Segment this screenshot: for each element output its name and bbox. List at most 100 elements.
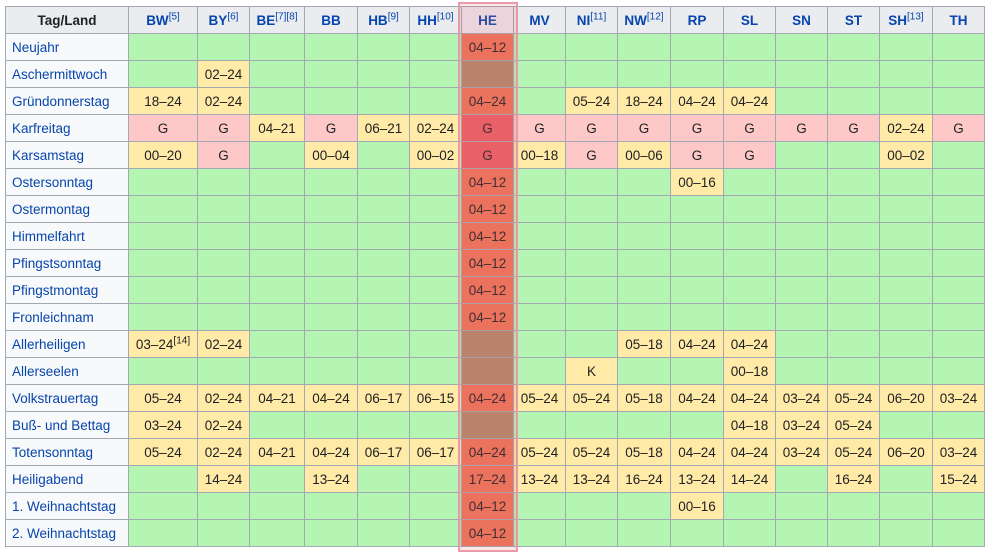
table-cell-sl — [723, 222, 776, 250]
column-abbr[interactable]: RP — [687, 12, 707, 28]
table-cell-hh: 00–02 — [409, 141, 462, 169]
column-abbr[interactable]: NI — [576, 12, 591, 28]
holiday-name-link[interactable]: Neujahr — [5, 33, 129, 61]
table-cell-hh — [409, 357, 462, 385]
holiday-name-link[interactable]: Aschermittwoch — [5, 60, 129, 88]
column-header-st[interactable]: ST — [827, 6, 880, 34]
table-cell-mv: 00–18 — [513, 141, 566, 169]
holiday-name-link[interactable]: Pfingstsonntag — [5, 249, 129, 277]
holiday-name-link[interactable]: Volkstrauertag — [5, 384, 129, 412]
cell-value: G — [325, 120, 337, 136]
holiday-name-link[interactable]: 2. Weihnachtstag — [5, 519, 129, 547]
cell-value: 04–24 — [312, 444, 350, 460]
holiday-name-link[interactable]: 1. Weihnachtstag — [5, 492, 129, 520]
column-header-sl[interactable]: SL — [723, 6, 776, 34]
table-cell-be — [249, 87, 305, 115]
holiday-name-link[interactable]: Totensonntag — [5, 438, 129, 466]
table-cell-hb — [357, 60, 410, 88]
table-cell-hb — [357, 141, 410, 169]
column-abbr[interactable]: BW — [146, 12, 169, 28]
footnote-ref[interactable]: [14] — [173, 335, 191, 346]
holiday-name-link[interactable]: Himmelfahrt — [5, 222, 129, 250]
column-abbr[interactable]: SH — [888, 12, 908, 28]
cell-value: 16–24 — [625, 471, 663, 487]
holiday-name-link[interactable]: Karfreitag — [5, 114, 129, 142]
table-cell-bw — [128, 60, 198, 88]
column-header-by[interactable]: BY[6] — [197, 6, 250, 34]
column-header-he[interactable]: HE — [461, 6, 514, 34]
table-cell-ni: G — [565, 141, 618, 169]
column-header-hb[interactable]: HB[9] — [357, 6, 410, 34]
table-cell-by — [197, 33, 250, 61]
footnote-ref[interactable]: [5] — [168, 11, 180, 22]
table-cell-ni: K — [565, 357, 618, 385]
header-row: Tag/Land BW[5] BY[6] BE[7][8] BB HB[9] HH[10]… — [5, 6, 985, 34]
column-header-sn[interactable]: SN — [775, 6, 828, 34]
table-cell-rp — [670, 195, 724, 223]
column-header-be[interactable]: BE[7][8] — [249, 6, 305, 34]
holiday-name-link[interactable]: Fronleichnam — [5, 303, 129, 331]
footnote-ref[interactable]: [11] — [590, 11, 607, 22]
holiday-name-link[interactable]: Gründonnerstag — [5, 87, 129, 115]
footnote-ref[interactable]: [13] — [907, 11, 924, 22]
column-abbr[interactable]: HH — [417, 12, 437, 28]
footnote-ref[interactable]: [6] — [227, 11, 239, 22]
table-cell-bw — [128, 465, 198, 493]
column-abbr[interactable]: BB — [321, 12, 341, 28]
table-cell-nw: 00–06 — [617, 141, 671, 169]
column-abbr[interactable]: TH — [949, 12, 968, 28]
footnote-ref[interactable]: [9] — [387, 11, 399, 22]
table-cell-th — [932, 195, 985, 223]
column-header-th[interactable]: TH — [932, 6, 985, 34]
cell-value: 02–24 — [204, 93, 243, 109]
cell-value: 15–24 — [939, 471, 978, 487]
column-abbr[interactable]: SN — [792, 12, 811, 28]
column-header-nw[interactable]: NW[12] — [617, 6, 671, 34]
table-cell-sl — [723, 60, 776, 88]
table-cell-st — [827, 492, 880, 520]
table-cell-ni: 05–24 — [565, 87, 618, 115]
table-cell-th — [932, 411, 985, 439]
table-cell-th — [932, 357, 985, 385]
table-cell-hb — [357, 330, 410, 358]
holiday-name-link[interactable]: Karsamstag — [5, 141, 129, 169]
footnote-ref[interactable]: [10] — [436, 11, 454, 22]
cell-value: G — [482, 147, 493, 163]
column-header-rp[interactable]: RP — [670, 6, 724, 34]
column-header-sh[interactable]: SH[13] — [879, 6, 933, 34]
holiday-name-link[interactable]: Ostersonntag — [5, 168, 129, 196]
cell-value: 04–24 — [468, 390, 507, 406]
column-header-ni[interactable]: NI[11] — [565, 6, 618, 34]
table-cell-sl: 04–24 — [723, 384, 776, 412]
footnote-ref[interactable]: [7][8] — [275, 11, 298, 22]
holiday-name-link[interactable]: Pfingstmontag — [5, 276, 129, 304]
cell-value: 03–24 — [782, 390, 821, 406]
column-abbr[interactable]: BE — [256, 12, 276, 28]
table-cell-hb — [357, 276, 410, 304]
column-abbr[interactable]: ST — [844, 12, 863, 28]
table-cell-ni: 13–24 — [565, 465, 618, 493]
column-abbr[interactable]: HE — [478, 12, 497, 28]
column-abbr[interactable]: NW — [624, 12, 647, 28]
holiday-name-link[interactable]: Heiligabend — [5, 465, 129, 493]
table-cell-by: 02–24 — [197, 411, 250, 439]
table-cell-be — [249, 60, 305, 88]
column-header-mv[interactable]: MV — [513, 6, 566, 34]
column-header-bb[interactable]: BB — [304, 6, 358, 34]
holiday-name-link[interactable]: Ostermontag — [5, 195, 129, 223]
table-cell-sn — [775, 357, 828, 385]
column-abbr[interactable]: BY — [208, 12, 228, 28]
holiday-name-link[interactable]: Buß- und Bettag — [5, 411, 129, 439]
footnote-ref[interactable]: [12] — [646, 11, 664, 22]
holiday-name-link[interactable]: Allerseelen — [5, 357, 129, 385]
table-row: Karsamstag 00–20 G 00–04 00–02 G 00–18 G 00–06 G G… — [5, 141, 985, 169]
column-abbr[interactable]: MV — [529, 12, 550, 28]
cell-value: 04–24 — [730, 336, 769, 352]
table-cell-st — [827, 357, 880, 385]
column-abbr[interactable]: SL — [740, 12, 759, 28]
column-abbr[interactable]: HB — [368, 12, 388, 28]
column-header-bw[interactable]: BW[5] — [128, 6, 198, 34]
table-cell-bb: 04–24 — [304, 438, 358, 466]
holiday-name-link[interactable]: Allerheiligen — [5, 330, 129, 358]
column-header-hh[interactable]: HH[10] — [409, 6, 462, 34]
